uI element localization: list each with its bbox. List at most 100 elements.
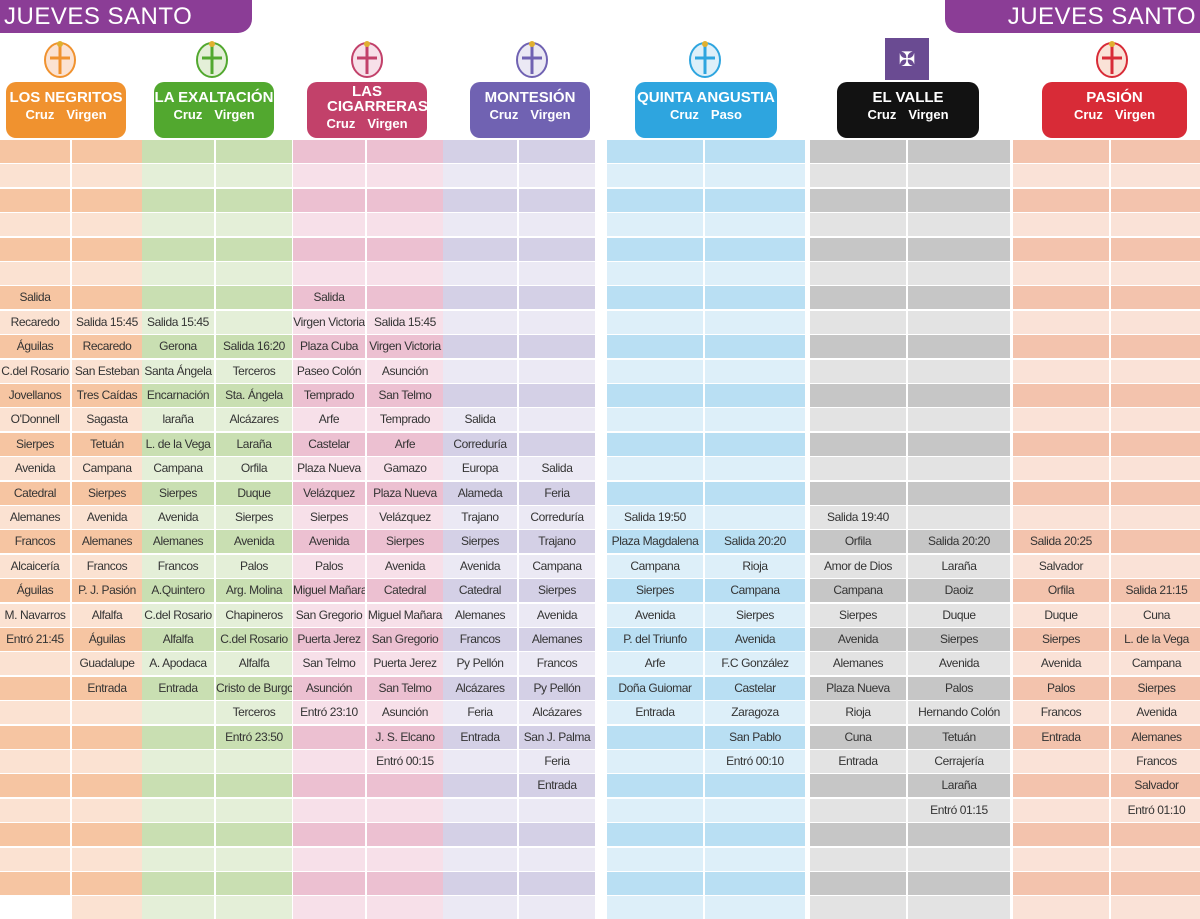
schedule-cell: laraña [142,408,214,432]
schedule-cell: Francos [443,628,517,651]
schedule-cell [1111,262,1200,285]
schedule-cell: Sierpes [293,506,365,529]
schedule-cell: Sierpes [142,481,214,505]
column-cruz: Salida 15:45 Gerona Santa Ángela Encarnació… [142,140,214,919]
schedule-cell [519,262,595,285]
schedule-cell: Trajano [519,530,595,554]
schedule-cell: Encarnación [142,384,214,407]
schedule-cell [0,725,70,749]
schedule-cell: Sierpes [607,579,703,603]
schedule-cell: Correduría [443,432,517,456]
schedule-cell: Amor de Dios [810,554,906,578]
schedule-cell: Avenida [1111,701,1200,725]
schedule-cell [0,701,70,725]
schedule-cell: Alemanes [519,628,595,651]
schedule-cell [72,750,142,773]
schedule-cell: Alfalfa [216,652,292,676]
schedule-cell: Palos [908,676,1010,700]
schedule-cell: Avenida [607,603,703,627]
schedule-cell [216,310,292,334]
schedule-cell: Puerta Jerez [293,628,365,651]
schedule-cell [1111,188,1200,212]
schedule-cell [810,774,906,798]
schedule-cell [216,872,292,895]
column-cruz: Salida 19:50 Plaza Magdalena Campana Sierpe… [607,140,703,919]
schedule-cell [1111,335,1200,359]
schedule-cell [142,725,214,749]
schedule-cell [1111,847,1200,871]
schedule-cell [607,823,703,847]
schedule-cell [0,213,70,237]
schedule-cell [810,213,906,237]
column-virgen: Salida 21:15 Cuna L. de la Vega Campana Sier… [1111,140,1200,919]
schedule-cell [1013,384,1109,407]
schedule-cell: Sierpes [216,506,292,529]
schedule-cell: Salida [293,286,365,310]
schedule-cell [810,262,906,285]
schedule-cell: Recaredo [0,310,70,334]
column-virgen: Salida Feria Correduría Trajano Campana Sierp… [519,140,595,919]
schedule-cell: Avenida [293,530,365,554]
schedule-cell: C.del Rosario [142,603,214,627]
schedule-cell [705,774,805,798]
schedule-cell [367,774,443,798]
schedule-cell [0,798,70,822]
schedule-cell: Sierpes [810,603,906,627]
schedule-cell [607,262,703,285]
schedule-cell [142,286,214,310]
brotherhood-name: LOS NEGRITOS [9,89,123,106]
schedule-cell: C.del Rosario [216,628,292,651]
schedule-cell [908,384,1010,407]
schedule-cell [519,164,595,188]
schedule-cell [142,798,214,822]
schedule-cell [607,481,703,505]
schedule-cell [908,310,1010,334]
schedule-cell [367,188,443,212]
schedule-cell [72,847,142,871]
schedule-cell [367,213,443,237]
column-virgen: Salida 16:20 Terceros Sta. Ángela Alcázares… [216,140,292,919]
schedule-cell [908,506,1010,529]
schedule-cell [705,310,805,334]
schedule-cell: Velázquez [293,481,365,505]
schedule-cell [908,481,1010,505]
schedule-cell [293,774,365,798]
schedule-cell [705,408,805,432]
schedule-cell: Avenida [443,554,517,578]
schedule-cell [216,774,292,798]
crest-shield-icon [190,38,234,80]
header-negritos: LOS NEGRITOS Cruz Virgen [6,82,126,138]
schedule-cell: Francos [72,554,142,578]
schedule-cell [1111,237,1200,261]
column-label-cruz: Cruz [867,107,897,122]
schedule-cell: Campana [607,554,703,578]
schedule-cell [607,798,703,822]
schedule-cell [1013,847,1109,871]
column-label-cruz: Cruz [173,107,203,122]
schedule-cell: Laraña [908,774,1010,798]
schedule-cell [908,432,1010,456]
schedule-cell [1013,164,1109,188]
schedule-cell [607,213,703,237]
schedule-cell [443,237,517,261]
brotherhood-name: PASIÓN [1086,89,1143,106]
schedule-cell [1111,506,1200,529]
schedule-cell: San Gregorio [367,628,443,651]
schedule-cell [607,237,703,261]
schedule-cell [1013,798,1109,822]
schedule-cell: Avenida [519,603,595,627]
schedule-cell [705,798,805,822]
schedule-cell [0,774,70,798]
column-label-cruz: Cruz [489,107,519,122]
schedule-cell: Águilas [0,579,70,603]
schedule-group-quinta: Salida 19:50 Plaza Magdalena Campana Sierpe… [607,140,805,919]
schedule-cell: Avenida [216,530,292,554]
column-label-cruz: Cruz [670,107,699,122]
schedule-cell: San Telmo [293,652,365,676]
column-label-virgen: Virgen [367,116,408,131]
schedule-cell [607,750,703,773]
brotherhood-name: LA EXALTACIÓN [154,89,274,106]
schedule-cell [443,164,517,188]
column-cruz: Salida 20:25 Salvador Orfila Duque Sierpes Av… [1013,140,1109,919]
schedule-cell: Salida [0,286,70,310]
